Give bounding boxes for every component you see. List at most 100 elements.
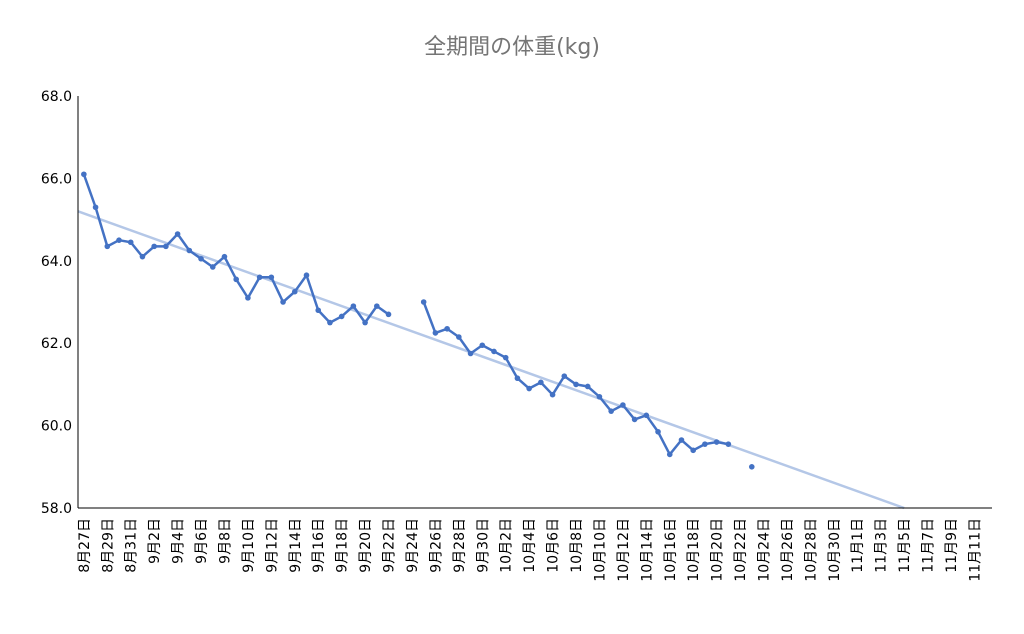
data-point (268, 274, 275, 281)
data-point (350, 303, 357, 309)
y-tick-label: 64.0 (41, 254, 72, 270)
x-tick-label: 11月11日 (967, 518, 983, 582)
data-point (338, 313, 345, 320)
y-tick-label: 60.0 (41, 419, 72, 435)
x-tick-label: 11月7日 (921, 518, 937, 573)
data-point (643, 412, 650, 419)
x-tick-label: 9月4日 (171, 518, 187, 564)
x-tick-label: 9月22日 (382, 518, 398, 573)
data-point (526, 385, 532, 392)
data-point (491, 348, 497, 355)
x-tick-label: 10月2日 (499, 518, 515, 573)
x-tick-label: 11月3日 (874, 518, 890, 573)
data-point (456, 334, 462, 340)
x-tick-label: 11月5日 (897, 518, 913, 573)
data-point (620, 402, 626, 408)
x-tick-label: 9月30日 (475, 518, 491, 573)
y-tick-label: 58.0 (41, 501, 72, 517)
data-point (116, 237, 122, 243)
data-point (245, 295, 251, 301)
data-point (151, 243, 157, 250)
data-point (514, 375, 521, 382)
data-point (280, 299, 286, 305)
data-point (748, 464, 755, 470)
data-point (690, 447, 696, 454)
x-tick-label: 10月8日 (569, 518, 585, 573)
x-tick-label: 8月29日 (100, 518, 116, 573)
x-tick-label: 9月16日 (311, 518, 327, 573)
x-tick-label: 9月24日 (405, 518, 421, 573)
data-point (315, 307, 322, 314)
x-tick-label: 10月12日 (616, 518, 632, 582)
series-line (422, 301, 729, 456)
x-tick-label: 10月16日 (663, 518, 679, 582)
chart-title: 全期間の体重(kg) (424, 35, 600, 60)
data-point (385, 311, 392, 318)
x-tick-label: 8月31日 (124, 518, 140, 573)
x-tick-label: 9月28日 (452, 518, 468, 573)
data-point (702, 441, 708, 447)
x-tick-label: 10月22日 (733, 518, 749, 582)
data-point (233, 276, 239, 283)
y-axis-ticks: 58.0 60.0 62.0 64.0 66.0 68.0 (41, 89, 72, 517)
data-point (596, 393, 603, 400)
x-tick-label: 10月6日 (546, 518, 562, 573)
x-tick-label: 10月18日 (686, 518, 702, 582)
x-tick-label: 10月4日 (522, 518, 538, 573)
x-tick-label: 8月27日 (77, 518, 93, 573)
series-weight (81, 171, 755, 470)
data-point (467, 350, 474, 357)
x-tick-label: 10月30日 (827, 518, 843, 582)
data-point (713, 439, 720, 445)
data-point (209, 264, 216, 270)
data-point (221, 253, 228, 260)
data-point (81, 171, 87, 178)
y-tick-label: 66.0 (41, 171, 72, 187)
data-point (538, 379, 544, 386)
x-tick-label: 9月18日 (335, 518, 351, 573)
x-tick-label: 9月12日 (264, 518, 280, 573)
data-point (291, 288, 298, 295)
data-point (561, 373, 568, 379)
data-point (444, 325, 450, 332)
x-axis-ticks: 8月27日 8月29日 8月31日 9月2日 9月4日 9月6日 9月8日 9月10日 9月12… (77, 518, 984, 582)
data-point (725, 441, 732, 447)
x-tick-label: 10月28日 (803, 518, 819, 582)
y-tick-label: 68.0 (41, 89, 72, 105)
x-tick-label: 9月2日 (147, 518, 163, 564)
trendline (77, 210, 905, 510)
data-point (92, 204, 99, 211)
series-line (82, 173, 390, 324)
data-point (362, 319, 368, 326)
data-point (608, 408, 614, 414)
data-point (420, 299, 427, 305)
data-point (104, 243, 111, 250)
data-point (327, 319, 333, 326)
trendline-segment (77, 210, 905, 510)
x-tick-label: 9月6日 (194, 518, 210, 564)
data-point (432, 330, 439, 336)
data-point (186, 247, 193, 254)
data-point (479, 342, 486, 349)
data-point (174, 231, 181, 237)
data-point (549, 391, 556, 398)
x-tick-label: 9月14日 (288, 518, 304, 573)
data-point (678, 437, 685, 443)
x-tick-label: 11月1日 (850, 518, 866, 573)
data-point (631, 416, 638, 423)
x-tick-label: 10月24日 (757, 518, 773, 582)
data-point (127, 239, 134, 246)
data-point (374, 303, 380, 309)
data-point (655, 428, 661, 435)
data-point (666, 451, 673, 458)
x-tick-label: 10月10日 (592, 518, 608, 582)
x-tick-label: 9月10日 (241, 518, 257, 573)
x-tick-label: 10月14日 (639, 518, 655, 582)
data-point (163, 243, 169, 250)
data-point (256, 274, 263, 281)
x-tick-label: 9月8日 (217, 518, 233, 564)
data-point (139, 253, 146, 260)
data-point (303, 272, 310, 279)
data-point (584, 383, 591, 390)
